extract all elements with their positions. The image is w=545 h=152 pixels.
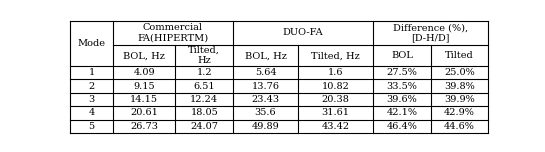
Text: 4: 4 xyxy=(88,108,95,117)
Text: 39.8%: 39.8% xyxy=(444,82,475,91)
Text: 23.43: 23.43 xyxy=(251,95,280,104)
Text: 44.6%: 44.6% xyxy=(444,122,475,131)
Text: 9.15: 9.15 xyxy=(134,82,155,91)
Text: 46.4%: 46.4% xyxy=(386,122,417,131)
Text: 27.5%: 27.5% xyxy=(386,68,417,77)
Text: 14.15: 14.15 xyxy=(130,95,158,104)
Text: BOL: BOL xyxy=(391,51,413,60)
Text: 39.6%: 39.6% xyxy=(386,95,417,104)
Text: 1: 1 xyxy=(88,68,95,77)
Text: 24.07: 24.07 xyxy=(190,122,218,131)
Text: Tilted: Tilted xyxy=(445,51,474,60)
Text: 43.42: 43.42 xyxy=(322,122,350,131)
Text: DUO-FA: DUO-FA xyxy=(283,28,323,37)
Text: 1.2: 1.2 xyxy=(196,68,212,77)
Text: Mode: Mode xyxy=(77,39,106,48)
Text: 20.61: 20.61 xyxy=(130,108,158,117)
Text: 10.82: 10.82 xyxy=(322,82,349,91)
Text: 2: 2 xyxy=(88,82,95,91)
Text: Commercial
FA(HIPERTM): Commercial FA(HIPERTM) xyxy=(137,23,208,43)
Text: 25.0%: 25.0% xyxy=(444,68,475,77)
Text: 42.1%: 42.1% xyxy=(386,108,417,117)
Text: 3: 3 xyxy=(88,95,95,104)
Text: 13.76: 13.76 xyxy=(252,82,280,91)
Text: 42.9%: 42.9% xyxy=(444,108,475,117)
Text: Difference (%),
[D-H/D]: Difference (%), [D-H/D] xyxy=(393,23,468,43)
Text: 12.24: 12.24 xyxy=(190,95,218,104)
Text: 26.73: 26.73 xyxy=(130,122,158,131)
Text: Tilted,
Hz: Tilted, Hz xyxy=(188,46,220,65)
Text: 5: 5 xyxy=(88,122,95,131)
Text: 31.61: 31.61 xyxy=(322,108,350,117)
Text: 5.64: 5.64 xyxy=(255,68,276,77)
Text: 20.38: 20.38 xyxy=(322,95,349,104)
Text: 35.6: 35.6 xyxy=(255,108,276,117)
Text: 33.5%: 33.5% xyxy=(386,82,417,91)
Text: BOL, Hz: BOL, Hz xyxy=(245,51,287,60)
Text: 6.51: 6.51 xyxy=(193,82,215,91)
Text: 18.05: 18.05 xyxy=(190,108,218,117)
Text: 4.09: 4.09 xyxy=(134,68,155,77)
Text: Tilted, Hz: Tilted, Hz xyxy=(311,51,360,60)
Text: 39.9%: 39.9% xyxy=(444,95,475,104)
Text: 1.6: 1.6 xyxy=(328,68,343,77)
Text: BOL, Hz: BOL, Hz xyxy=(123,51,165,60)
Text: 49.89: 49.89 xyxy=(252,122,280,131)
